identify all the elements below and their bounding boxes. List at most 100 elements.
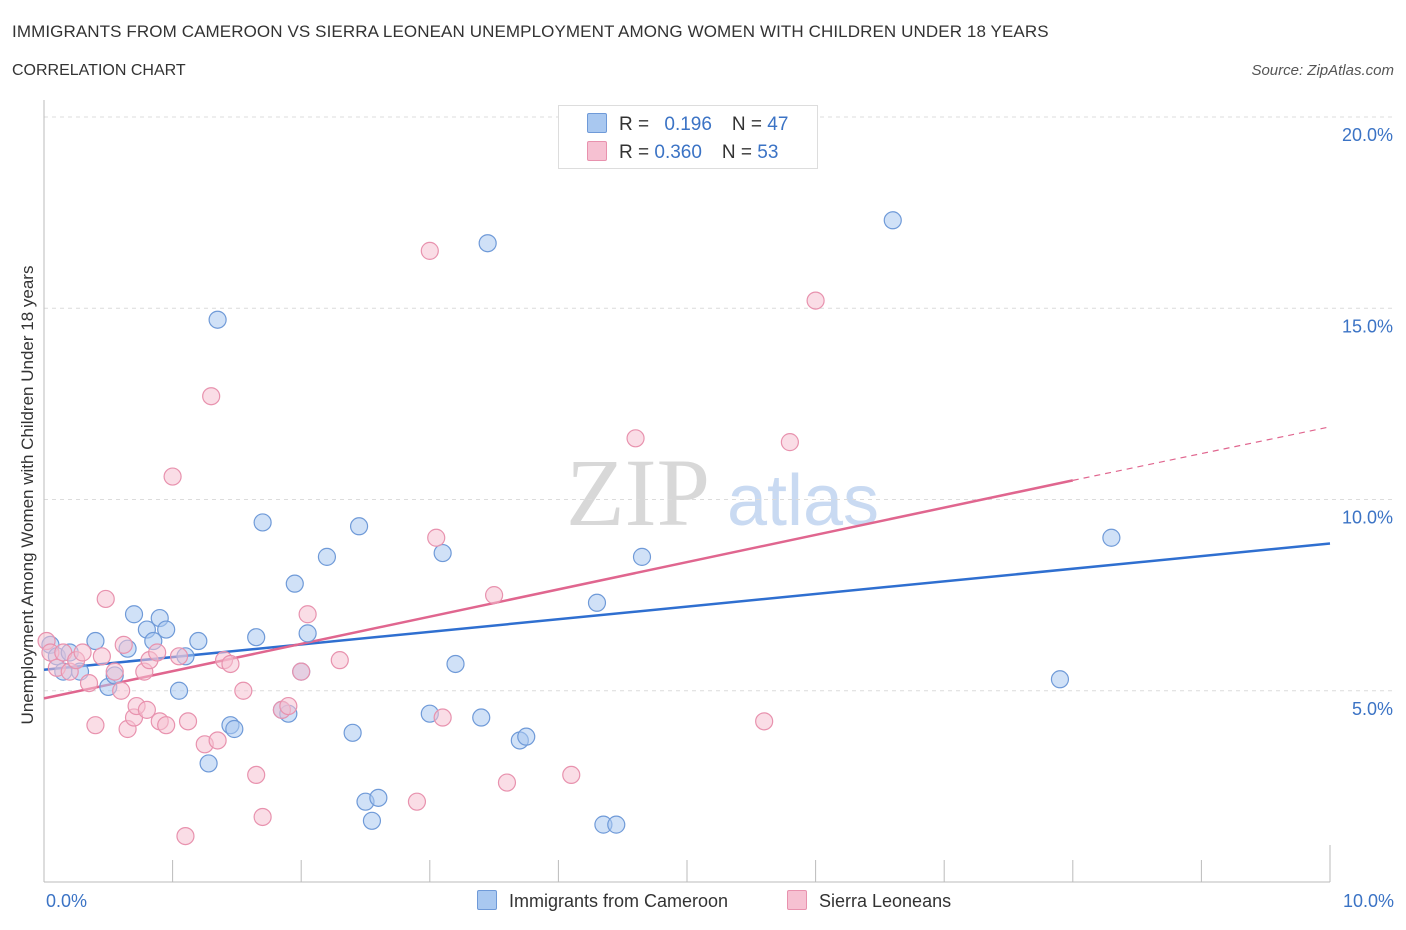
stats-legend-row-sierra-leone: R = 0.360 N = 53 (587, 141, 778, 164)
sierra-leonean-point (253, 807, 272, 827)
stats-legend-row-cameroon: R = 0.196 N = 47 (587, 113, 788, 136)
sierra-leonean-point (96, 589, 115, 609)
sierra-leonean-point (176, 826, 195, 846)
sierra-leonean-point (148, 643, 167, 662)
cameroon-point (433, 543, 452, 563)
cameroon-point (362, 811, 382, 830)
blue-swatch-icon (587, 113, 607, 133)
sierra-leonean-point (92, 647, 111, 666)
cameroon-point (883, 211, 902, 230)
cameroon-point (208, 310, 227, 329)
sierra-leonean-point (420, 241, 439, 260)
n-label: N = (721, 142, 758, 163)
points-layer (37, 211, 1121, 846)
cameroon-point (369, 788, 388, 807)
pink-swatch-icon (787, 890, 807, 910)
legend-label: Immigrants from Cameroon (509, 891, 729, 911)
source-label: Source: ZipAtlas.com (1251, 62, 1394, 79)
n-label: N = (731, 114, 768, 135)
sierra-leonean-point (202, 387, 221, 406)
sierra-leonean-point (626, 429, 645, 448)
cameroon-point (225, 719, 244, 739)
sierra-leonean-trend-line (43, 479, 1074, 700)
cameroon-point (298, 624, 317, 643)
sierra-leonean-point (427, 528, 446, 547)
x-tick-label-min: 0.0% (46, 891, 88, 911)
sierra-leonean-point (163, 467, 182, 486)
watermark-atlas: atlas (727, 461, 879, 541)
cameroon-point (587, 593, 607, 612)
x-tick-label-max: 10.0% (1342, 891, 1394, 911)
sierra-leonean-point (137, 700, 156, 719)
chart-title: IMMIGRANTS FROM CAMEROON VS SIERRA LEONE… (12, 22, 1049, 41)
r-label: R = (619, 114, 655, 135)
axis-layer (43, 100, 1331, 883)
cameroon-point (1102, 528, 1121, 547)
cameroon-point (478, 234, 497, 253)
cameroon-point (124, 605, 144, 624)
sierra-leonean-point (407, 792, 427, 811)
sierra-leonean-point (86, 716, 105, 735)
y-tick-labels: 5.0% 10.0% 15.0% 20.0% (1342, 125, 1393, 719)
sierra-leonean-point (485, 586, 504, 605)
sierra-leonean-point (178, 712, 198, 731)
cameroon-point (285, 574, 304, 593)
cameroon-point (317, 547, 337, 566)
sierra-leonean-point (234, 681, 253, 700)
sierra-leonean-point (208, 731, 227, 750)
y-tick-label: 5.0% (1352, 699, 1393, 719)
sierra-leonean-point (157, 716, 176, 735)
r-label: R = (619, 142, 655, 163)
sierra-leonean-point (292, 662, 311, 681)
sierra-leonean-point (169, 647, 189, 666)
cameroon-point (607, 815, 626, 834)
sierra-leonean-point (247, 765, 266, 785)
r-value: 0.360 (654, 142, 702, 163)
y-tick-label: 20.0% (1342, 125, 1393, 145)
sierra-leonean-point (780, 433, 799, 452)
cameroon-trend-line (43, 542, 1331, 671)
cameroon-point (349, 517, 369, 536)
cameroon-point (169, 681, 189, 700)
cameroon-point (343, 723, 362, 742)
sierra-leonean-point (221, 654, 240, 674)
sierra-leonean-point (112, 681, 131, 700)
sierra-leonean-point (279, 696, 298, 716)
r-value: 0.196 (664, 114, 712, 135)
chart-subtitle: CORRELATION CHART (12, 62, 186, 79)
cameroon-point (86, 631, 105, 651)
y-axis-label: Unemployment Among Women with Children U… (18, 265, 37, 725)
n-value: 47 (767, 114, 789, 135)
sierra-leonean-point (806, 291, 825, 310)
legend-label: Sierra Leoneans (819, 891, 952, 911)
stats-legend: R = 0.196 N = 47 R = 0.360 N = 53 (558, 105, 818, 169)
sierra-leonean-point (79, 673, 99, 693)
watermark-zip: ZIP (566, 439, 710, 546)
n-value: 53 (757, 142, 779, 163)
cameroon-point (472, 708, 491, 727)
grid-layer (44, 116, 1392, 692)
cameroon-point (446, 654, 465, 674)
y-tick-label: 10.0% (1342, 508, 1393, 528)
sierra-leonean-point (330, 651, 349, 670)
blue-swatch-icon (477, 890, 497, 910)
sierra-leonean-trend-extension (1072, 426, 1331, 481)
cameroon-point (199, 754, 218, 773)
sierra-leonean-point (497, 773, 517, 792)
cameroon-point (517, 727, 536, 746)
sierra-leonean-point (114, 635, 133, 654)
sierra-leonean-point (298, 605, 317, 624)
cameroon-point (632, 547, 652, 566)
cameroon-point (1050, 670, 1070, 689)
cameroon-point (247, 628, 266, 647)
pink-swatch-icon (587, 141, 607, 161)
cameroon-point (189, 631, 208, 651)
sierra-leonean-point (105, 662, 124, 681)
sierra-leonean-point (73, 643, 92, 662)
y-tick-label: 15.0% (1342, 316, 1393, 336)
sierra-leonean-point (755, 712, 774, 731)
sierra-leonean-point (562, 765, 581, 785)
sierra-leonean-point (433, 708, 452, 727)
legend-item-cameroon: Immigrants from Cameroon (477, 890, 728, 912)
